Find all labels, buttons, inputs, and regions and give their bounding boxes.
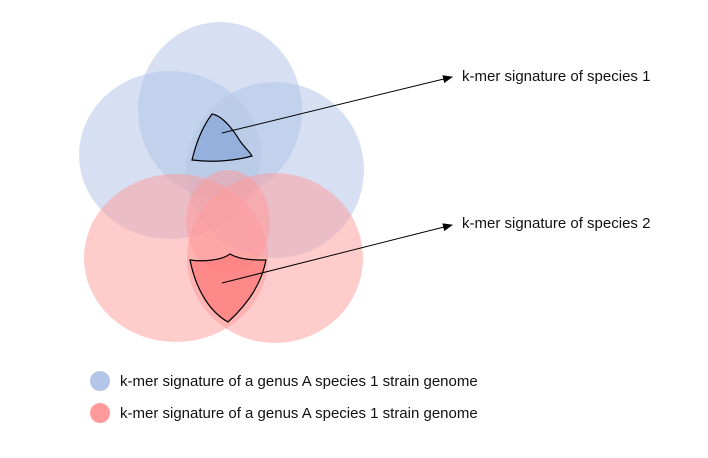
legend-label: k-mer signature of a genus A species 1 s… [120, 405, 478, 422]
legend-item-species1: k-mer signature of a genus A species 1 s… [90, 370, 478, 392]
species2-signature-label: k-mer signature of species 2 [462, 215, 650, 233]
legend-swatch-blue [90, 371, 110, 391]
legend-swatch-red [90, 403, 110, 423]
legend-item-species2: k-mer signature of a genus A species 1 s… [90, 402, 478, 424]
legend-label: k-mer signature of a genus A species 1 s… [120, 373, 478, 390]
species1-signature-label: k-mer signature of species 1 [462, 68, 650, 86]
